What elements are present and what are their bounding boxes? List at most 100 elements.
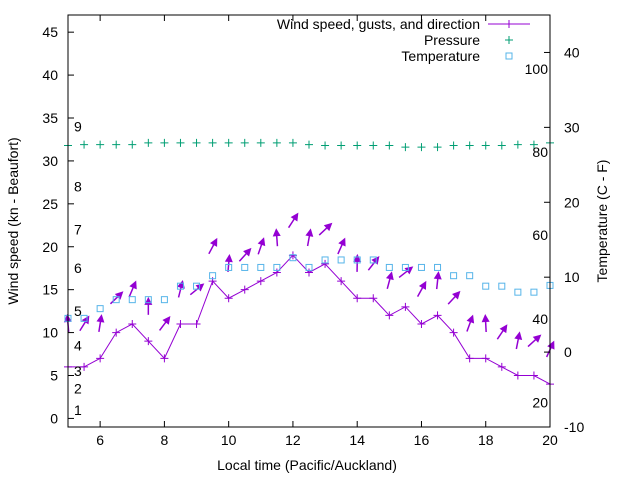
temperature-point bbox=[225, 263, 233, 271]
temperature-point bbox=[369, 256, 377, 264]
temperature-point bbox=[305, 263, 313, 271]
gust-arrow-head bbox=[481, 314, 490, 323]
pressure-point bbox=[401, 143, 410, 152]
gust-arrow-shaft bbox=[257, 242, 263, 255]
x-tick-label: 6 bbox=[96, 432, 104, 448]
y-tick-label: 30 bbox=[42, 153, 58, 169]
gust-arrow-shaft bbox=[238, 251, 248, 262]
wind-speed-point bbox=[449, 328, 458, 337]
gust-arrow bbox=[208, 237, 218, 255]
pressure-point bbox=[176, 138, 185, 147]
gust-arrow-shaft bbox=[98, 319, 102, 333]
wind-speed-point bbox=[481, 354, 490, 363]
gust-arrow bbox=[447, 290, 461, 305]
beaufort-label: 6 bbox=[74, 260, 82, 276]
gust-arrow-head bbox=[499, 324, 508, 334]
pressure-point bbox=[417, 143, 426, 152]
wind-speed-point bbox=[272, 268, 281, 277]
wind-speed-point bbox=[224, 294, 233, 303]
gust-arrow bbox=[514, 331, 523, 350]
pressure-point bbox=[353, 141, 362, 150]
wind-speed-point bbox=[497, 362, 506, 371]
temperature-point bbox=[530, 288, 538, 296]
y-tick-label: 15 bbox=[42, 282, 58, 298]
legend-marker-wind bbox=[505, 20, 513, 28]
y2-axis-label: Temperature (C - F) bbox=[594, 160, 610, 283]
gust-arrow bbox=[385, 271, 394, 290]
gust-arrow-head bbox=[257, 237, 266, 247]
temperature-point bbox=[289, 254, 297, 262]
pressure-point bbox=[385, 141, 394, 150]
y2-tick-label: 10 bbox=[564, 269, 580, 285]
temperature-point bbox=[337, 256, 345, 264]
gust-arrow bbox=[398, 266, 414, 279]
beaufort-label: 4 bbox=[74, 337, 82, 353]
gust-arrow-shaft bbox=[515, 337, 520, 350]
x-tick-label: 10 bbox=[221, 432, 237, 448]
pressure-point bbox=[529, 140, 538, 149]
wind-speed-point bbox=[401, 302, 410, 311]
gust-arrow-head bbox=[353, 253, 362, 262]
gust-arrow-head bbox=[323, 222, 333, 232]
y-tick-label: 40 bbox=[42, 67, 58, 83]
gust-arrow-head bbox=[418, 280, 427, 290]
y-tick-label: 35 bbox=[42, 110, 58, 126]
gust-arrow bbox=[466, 314, 475, 332]
gust-arrow bbox=[337, 237, 346, 255]
y2-tick-label: 0 bbox=[564, 344, 572, 360]
pressure-point bbox=[449, 141, 458, 150]
wind-speed-point bbox=[529, 371, 538, 380]
gust-arrow bbox=[305, 228, 314, 247]
fahrenheit-label: 60 bbox=[532, 227, 548, 243]
temperature-point bbox=[385, 263, 393, 271]
wind-speed-point bbox=[337, 277, 346, 286]
y-tick-label: 25 bbox=[42, 196, 58, 212]
gust-arrow-shaft bbox=[398, 269, 410, 279]
gust-arrow-shaft bbox=[287, 217, 296, 229]
temperature-point bbox=[241, 263, 249, 271]
gust-arrow-head bbox=[385, 271, 394, 281]
beaufort-label: 2 bbox=[74, 380, 82, 396]
y2-tick-label: 30 bbox=[564, 119, 580, 135]
gust-arrow-shaft bbox=[158, 320, 168, 331]
x-tick-label: 16 bbox=[414, 432, 430, 448]
beaufort-label: 7 bbox=[74, 222, 82, 238]
gust-arrow bbox=[257, 237, 266, 255]
gust-arrow-head bbox=[305, 228, 314, 237]
temperature-point bbox=[466, 272, 474, 280]
temperature-point bbox=[209, 272, 217, 280]
pressure-point bbox=[80, 140, 89, 149]
gust-arrow-head bbox=[243, 247, 252, 257]
x-tick-label: 8 bbox=[161, 432, 169, 448]
temperature-point bbox=[80, 314, 88, 322]
gust-arrow-head bbox=[96, 314, 105, 323]
gust-arrow bbox=[109, 291, 124, 305]
beaufort-label: 1 bbox=[74, 402, 82, 418]
plot-frame bbox=[67, 14, 551, 428]
temperature-point bbox=[434, 263, 442, 271]
axis-layer: 6 8 10 12 14 16 18 20051015202530354045-1001020… bbox=[42, 15, 584, 448]
temperature-point bbox=[176, 282, 184, 290]
fahrenheit-label: 100 bbox=[525, 61, 549, 77]
gust-arrow-head bbox=[162, 316, 171, 325]
temperature-point bbox=[112, 296, 120, 304]
gust-arrow bbox=[416, 280, 427, 298]
temperature-point bbox=[96, 305, 104, 313]
x-tick-label: 18 bbox=[478, 432, 494, 448]
temperature-point bbox=[498, 282, 506, 290]
fahrenheit-label: 80 bbox=[532, 144, 548, 160]
gust-arrow-shaft bbox=[527, 337, 538, 348]
pressure-point bbox=[112, 140, 121, 149]
gust-arrow-head bbox=[210, 237, 218, 247]
wind-speed-point bbox=[513, 371, 522, 380]
pressure-point bbox=[321, 141, 330, 150]
pressure-point bbox=[144, 138, 153, 147]
gust-arrow-shaft bbox=[447, 294, 457, 305]
gust-arrow bbox=[481, 314, 490, 333]
gust-arrow bbox=[224, 253, 233, 272]
wind-speed-point bbox=[96, 354, 105, 363]
gust-arrow-shaft bbox=[416, 285, 425, 298]
y-tick-label: 0 bbox=[50, 410, 58, 426]
gust-arrow-head bbox=[129, 280, 137, 290]
